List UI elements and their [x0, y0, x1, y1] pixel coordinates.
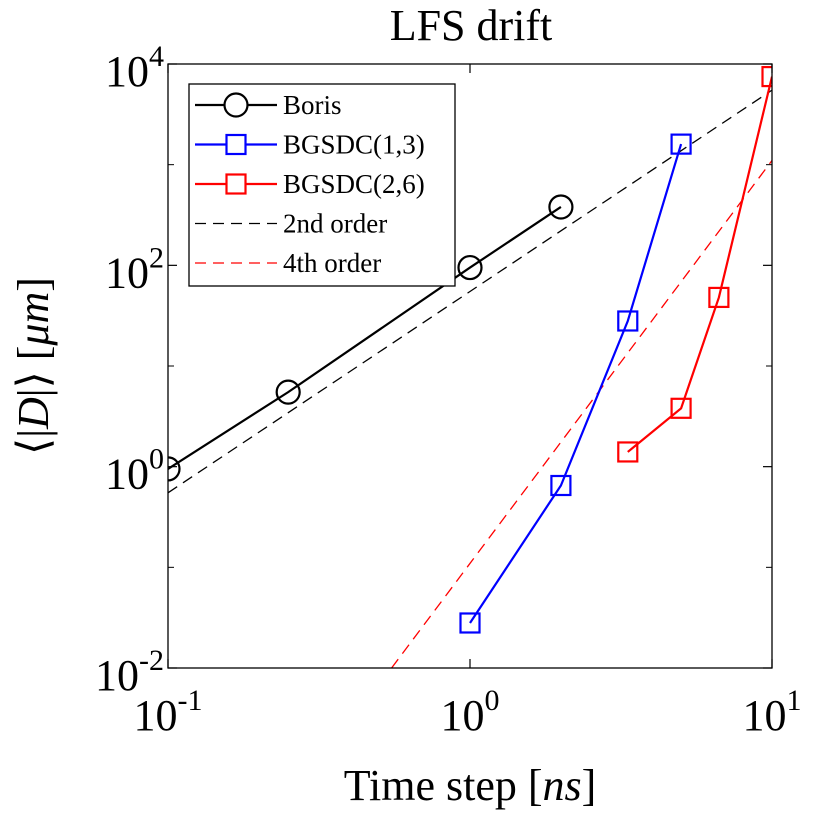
- legend-entry: 4th order: [195, 248, 381, 278]
- x-tick-exponent: 1: [787, 684, 802, 717]
- chart-title: LFS drift: [390, 1, 553, 50]
- y-tick-label: 100: [105, 443, 164, 499]
- y-tick-exponent: 0: [149, 443, 164, 476]
- x-label-open-bracket: [: [528, 761, 543, 810]
- series-point: [168, 456, 181, 482]
- legend-entry: BGSDC(1,3): [195, 130, 425, 160]
- y-label-unit: μm: [9, 292, 58, 347]
- series-point: [670, 133, 692, 155]
- series-group: [168, 89, 772, 494]
- x-tick-label: 100: [441, 684, 500, 740]
- legend-entry: 2nd order: [195, 209, 387, 239]
- y-tick-exponent: -2: [139, 644, 164, 677]
- series-point: [708, 286, 730, 309]
- series-point: [617, 310, 639, 332]
- series-group: [168, 194, 574, 482]
- series-line: [627, 76, 772, 453]
- series-group: [617, 65, 772, 463]
- legend-swatch-marker: [225, 173, 247, 195]
- y-tick-label: 104: [105, 40, 164, 96]
- y-label-mid: |⟩ [: [9, 346, 58, 398]
- x-tick-exponent: 0: [485, 684, 500, 717]
- x-label-text: Time step: [344, 761, 528, 810]
- series-point: [459, 612, 481, 634]
- x-tick-label: 101: [743, 684, 802, 740]
- series-point: [275, 379, 301, 405]
- x-tick-base: 10: [441, 691, 485, 740]
- series-point: [617, 441, 639, 463]
- y-tick-base: 10: [105, 248, 149, 297]
- x-axis-label: Time step [ns]: [344, 761, 597, 810]
- series-line: [168, 89, 772, 494]
- series-line: [168, 206, 562, 470]
- series-line: [391, 160, 772, 668]
- x-label-unit: ns: [543, 761, 582, 810]
- series-point: [548, 194, 574, 220]
- series-group: [391, 160, 772, 668]
- legend-swatch-marker: [225, 133, 247, 156]
- x-tick-base: 10: [134, 691, 178, 740]
- series-point: [550, 474, 572, 497]
- legend-label: BGSDC(2,6): [283, 169, 425, 199]
- x-tick-base: 10: [743, 691, 787, 740]
- y-tick-label: 102: [105, 241, 164, 297]
- y-tick-base: 10: [105, 47, 149, 96]
- y-axis-label: ⟨|D|⟩ [μm]: [9, 277, 58, 455]
- plot-area: [168, 65, 772, 668]
- legend-entry: BGSDC(2,6): [195, 169, 425, 199]
- y-label-right: ]: [9, 277, 58, 292]
- x-tick-exponent: -1: [178, 684, 203, 717]
- legend-entry: Boris: [195, 90, 342, 120]
- series-group: [459, 133, 692, 634]
- legend-label: 4th order: [283, 248, 381, 278]
- y-tick-label: 10-2: [95, 644, 164, 700]
- series-point: [457, 254, 483, 281]
- series-line: [469, 143, 683, 624]
- series-point: [670, 397, 692, 419]
- y-label-left: ⟨|: [9, 429, 58, 455]
- y-tick-exponent: 4: [149, 40, 164, 73]
- legend-label: 2nd order: [283, 209, 387, 239]
- series-point: [761, 65, 772, 88]
- x-label-close-bracket: ]: [582, 761, 597, 810]
- y-label-var: D: [9, 397, 58, 430]
- legend-label: BGSDC(1,3): [283, 130, 425, 160]
- y-tick-exponent: 2: [149, 241, 164, 274]
- legend-label: Boris: [283, 90, 342, 120]
- x-tick-label: 10-1: [134, 684, 203, 740]
- y-tick-base: 10: [95, 651, 139, 700]
- y-tick-base: 10: [105, 450, 149, 499]
- legend: Boris BGSDC(1,3) BGSDC(2,6) 2nd order 4th or…: [188, 83, 456, 287]
- legend-swatch-marker: [223, 92, 249, 118]
